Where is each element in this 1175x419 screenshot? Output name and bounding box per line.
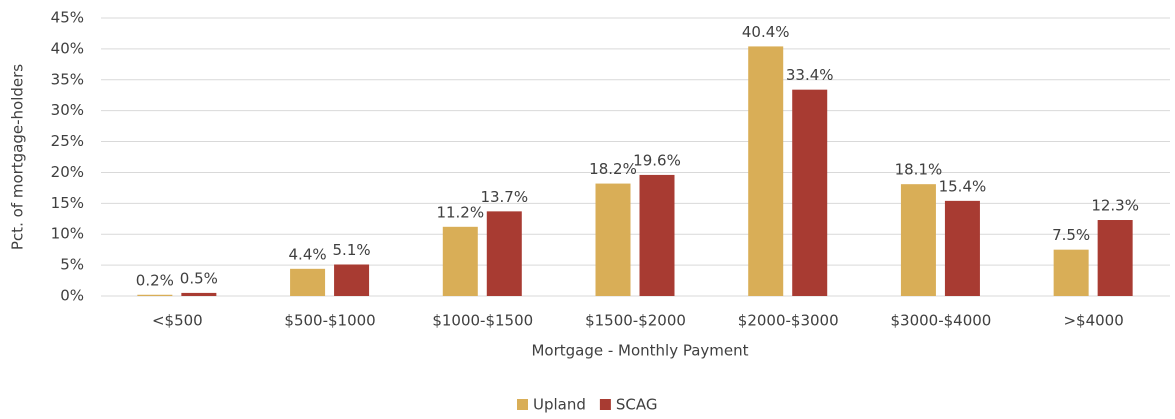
value-label: 5.1% (333, 241, 371, 259)
y-tick-label: 30% (51, 101, 84, 119)
y-tick-label: 35% (51, 70, 84, 88)
value-label: 18.1% (895, 161, 943, 179)
x-tick-label: $3000-$4000 (890, 312, 991, 330)
value-label: 40.4% (742, 23, 790, 41)
legend-label: SCAG (616, 396, 658, 414)
bar (639, 174, 675, 296)
legend-swatch (517, 399, 528, 410)
y-tick-label: 0% (60, 287, 84, 305)
bar (1053, 249, 1089, 296)
y-tick-label: 5% (60, 256, 84, 274)
bar (290, 268, 326, 296)
x-tick-label: $1500-$2000 (585, 312, 686, 330)
bar (792, 89, 828, 296)
y-tick-label: 20% (51, 163, 84, 181)
bar (748, 46, 784, 296)
x-tick-label: >$4000 (1063, 312, 1123, 330)
value-label: 33.4% (786, 66, 834, 84)
bar (486, 211, 522, 296)
value-label: 15.4% (939, 177, 987, 195)
value-label: 13.7% (480, 188, 528, 206)
x-axis-title: Mortgage - Monthly Payment (531, 342, 748, 360)
x-tick-label: $2000-$3000 (738, 312, 839, 330)
bar (595, 183, 631, 296)
value-label: 4.4% (289, 245, 327, 263)
value-label: 12.3% (1091, 197, 1139, 215)
bar (944, 200, 980, 296)
legend-label: Upland (533, 396, 586, 414)
value-label: 18.2% (589, 160, 637, 178)
y-tick-label: 25% (51, 132, 84, 150)
x-tick-label: $500-$1000 (284, 312, 375, 330)
bar (334, 264, 370, 296)
y-tick-label: 10% (51, 225, 84, 243)
bar (181, 292, 217, 296)
value-label: 0.5% (180, 269, 218, 287)
value-label: 7.5% (1052, 226, 1090, 244)
legend-swatch (599, 399, 611, 410)
y-axis-title: Pct. of mortgage-holders (9, 64, 27, 250)
y-tick-label: 40% (51, 39, 84, 57)
bar (442, 226, 478, 296)
value-label: 19.6% (633, 151, 681, 169)
bar (900, 184, 936, 296)
bar (1097, 220, 1133, 296)
y-tick-label: 15% (51, 194, 84, 212)
x-tick-label: $1000-$1500 (432, 312, 533, 330)
value-label: 11.2% (436, 203, 484, 221)
bar (137, 294, 173, 296)
x-tick-label: <$500 (152, 312, 203, 330)
y-tick-label: 45% (51, 9, 84, 27)
value-label: 0.2% (136, 271, 174, 289)
